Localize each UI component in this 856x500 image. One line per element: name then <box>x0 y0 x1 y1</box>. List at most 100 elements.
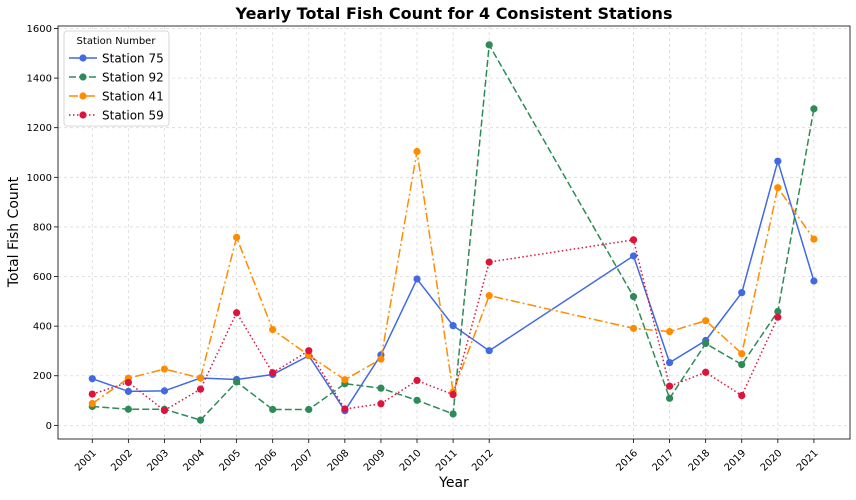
data-point-station-41 <box>738 350 746 358</box>
y-tick-label: 1400 <box>27 74 52 85</box>
data-point-station-75 <box>124 387 132 395</box>
legend-marker <box>79 54 87 62</box>
x-tick-label: 2004 <box>181 448 207 474</box>
data-point-station-59 <box>449 390 457 399</box>
x-tick-label: 2005 <box>217 448 243 474</box>
data-point-station-92 <box>738 360 746 369</box>
x-tick-label: 2017 <box>650 448 676 474</box>
grid <box>58 26 850 439</box>
data-point-station-59 <box>305 347 313 355</box>
plot-frame <box>57 25 851 440</box>
data-point-station-75 <box>665 359 674 367</box>
data-point-station-41 <box>629 324 638 332</box>
data-point-station-75 <box>810 277 818 285</box>
x-tick-label: 2018 <box>687 448 713 474</box>
x-tick-label: 2016 <box>614 448 640 474</box>
data-point-station-41 <box>269 326 277 334</box>
data-point-station-59 <box>665 382 674 390</box>
x-axis-label: Year <box>438 475 469 491</box>
data-point-station-75 <box>88 375 96 383</box>
data-point-station-92 <box>124 405 132 413</box>
data-point-station-59 <box>88 390 96 398</box>
data-point-station-75 <box>738 289 746 297</box>
series-station-92 <box>88 41 818 424</box>
data-point-station-75 <box>449 322 457 330</box>
data-point-station-59 <box>413 376 421 385</box>
data-point-station-41 <box>774 184 782 192</box>
data-point-station-92 <box>449 410 457 418</box>
data-point-station-92 <box>413 396 421 404</box>
data-point-station-75 <box>160 387 169 395</box>
series-line-station-92 <box>92 42 815 421</box>
data-point-station-59 <box>485 258 493 266</box>
legend-label: Station 41 <box>102 90 164 104</box>
data-point-station-59 <box>124 378 132 387</box>
data-point-station-59 <box>629 236 638 244</box>
y-tick-label: 0 <box>46 421 52 432</box>
data-point-station-41 <box>196 374 205 382</box>
legend-marker <box>79 92 87 100</box>
x-tick-label: 2010 <box>398 448 424 474</box>
data-point-station-41 <box>485 292 493 300</box>
legend-label: Station 59 <box>102 109 164 123</box>
x-tick-label: 2019 <box>723 448 749 474</box>
data-point-station-59 <box>233 309 241 317</box>
y-tick-label: 1600 <box>27 24 52 35</box>
data-point-station-41 <box>377 355 385 363</box>
y-axis-label: Total Fish Count <box>6 176 22 288</box>
data-point-station-92 <box>196 416 205 424</box>
y-tick-label: 200 <box>33 371 52 382</box>
legend-box <box>63 30 170 127</box>
data-point-station-92 <box>485 41 493 49</box>
data-point-station-41 <box>88 399 96 408</box>
legend-marker <box>79 73 87 81</box>
data-point-station-92 <box>810 105 818 113</box>
legend-label: Station 75 <box>102 52 164 66</box>
legend-item-station-59: Station 59 <box>69 109 164 123</box>
data-point-station-41 <box>341 376 349 384</box>
data-point-station-92 <box>774 307 782 316</box>
x-tick-label: 2007 <box>290 448 316 474</box>
series-layer <box>88 41 818 424</box>
series-line-station-41 <box>91 151 815 405</box>
data-point-station-59 <box>738 391 746 400</box>
x-tick-label: 2008 <box>326 448 352 474</box>
data-point-station-92 <box>665 394 674 402</box>
y-tick-label: 800 <box>33 222 52 233</box>
x-tick-label: 2002 <box>109 448 135 474</box>
data-point-station-41 <box>160 365 169 373</box>
x-tick-label: 2003 <box>145 448 171 474</box>
data-point-station-59 <box>160 406 169 415</box>
legend-item-station-75: Station 75 <box>69 52 164 66</box>
x-tick-label: 2009 <box>362 448 388 474</box>
series-station-59 <box>88 236 782 415</box>
data-point-station-59 <box>702 368 710 376</box>
x-tick-label: 2021 <box>795 448 821 474</box>
data-point-station-41 <box>702 317 710 325</box>
x-tick-label: 2001 <box>73 448 99 474</box>
x-tick-label: 2012 <box>470 448 496 474</box>
series-line-station-59 <box>92 238 779 412</box>
data-point-station-59 <box>196 385 205 393</box>
legend-title: Station Number <box>77 36 157 47</box>
x-tick-label: 2006 <box>254 448 280 474</box>
data-point-station-59 <box>341 405 349 413</box>
data-point-station-59 <box>269 369 277 377</box>
data-point-station-92 <box>305 405 313 414</box>
data-point-station-59 <box>377 400 385 408</box>
legend-item-station-41: Station 41 <box>69 90 164 104</box>
data-point-station-41 <box>233 233 241 241</box>
chart-title: Yearly Total Fish Count for 4 Consistent… <box>235 4 673 23</box>
data-point-station-41 <box>413 147 421 156</box>
legend-item-station-92: Station 92 <box>69 71 164 85</box>
data-point-station-92 <box>629 293 638 301</box>
y-tick-label: 1000 <box>27 173 52 184</box>
data-point-station-92 <box>377 384 385 392</box>
data-point-station-75 <box>413 275 421 283</box>
y-tick-label: 400 <box>33 322 52 333</box>
data-point-station-59 <box>774 313 782 321</box>
series-line-station-75 <box>92 158 815 413</box>
legend-items: Station 75 Station 92 Station 41 Station 59 <box>69 52 164 123</box>
